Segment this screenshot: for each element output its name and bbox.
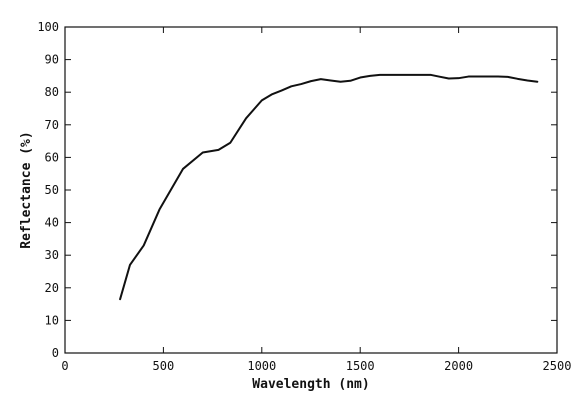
x-tick-label-4: 2000 bbox=[444, 359, 473, 373]
y-tick-label-0: 0 bbox=[52, 346, 59, 360]
y-tick-label-3: 30 bbox=[45, 248, 59, 262]
x-axis-label: Wavelength (nm) bbox=[252, 377, 369, 392]
x-tick-label-0: 0 bbox=[61, 359, 68, 373]
y-tick-label-2: 20 bbox=[45, 281, 59, 295]
y-axis-label: Reflectance (%) bbox=[19, 131, 34, 248]
x-tick-label-1: 500 bbox=[153, 359, 175, 373]
y-tick-label-7: 70 bbox=[45, 118, 59, 132]
plot-frame bbox=[64, 26, 558, 354]
y-tick-label-4: 40 bbox=[45, 216, 59, 230]
x-tick-label-2: 1000 bbox=[247, 359, 276, 373]
y-tick-label-9: 90 bbox=[45, 53, 59, 67]
y-tick-label-8: 80 bbox=[45, 85, 59, 99]
y-tick-label-10: 100 bbox=[37, 20, 59, 34]
reflectance-series-line-0 bbox=[119, 73, 539, 301]
x-tick-label-5: 2500 bbox=[543, 359, 572, 373]
y-tick-label-1: 10 bbox=[45, 313, 59, 327]
y-tick-label-5: 50 bbox=[45, 183, 59, 197]
y-tick-label-6: 60 bbox=[45, 150, 59, 164]
series-layer bbox=[119, 73, 539, 301]
x-tick-label-3: 1500 bbox=[346, 359, 375, 373]
tick-layer: 0 500 1000 1500 2000 2500 0 10 20 30 40 50 60 70 80 90 1… bbox=[37, 20, 571, 373]
